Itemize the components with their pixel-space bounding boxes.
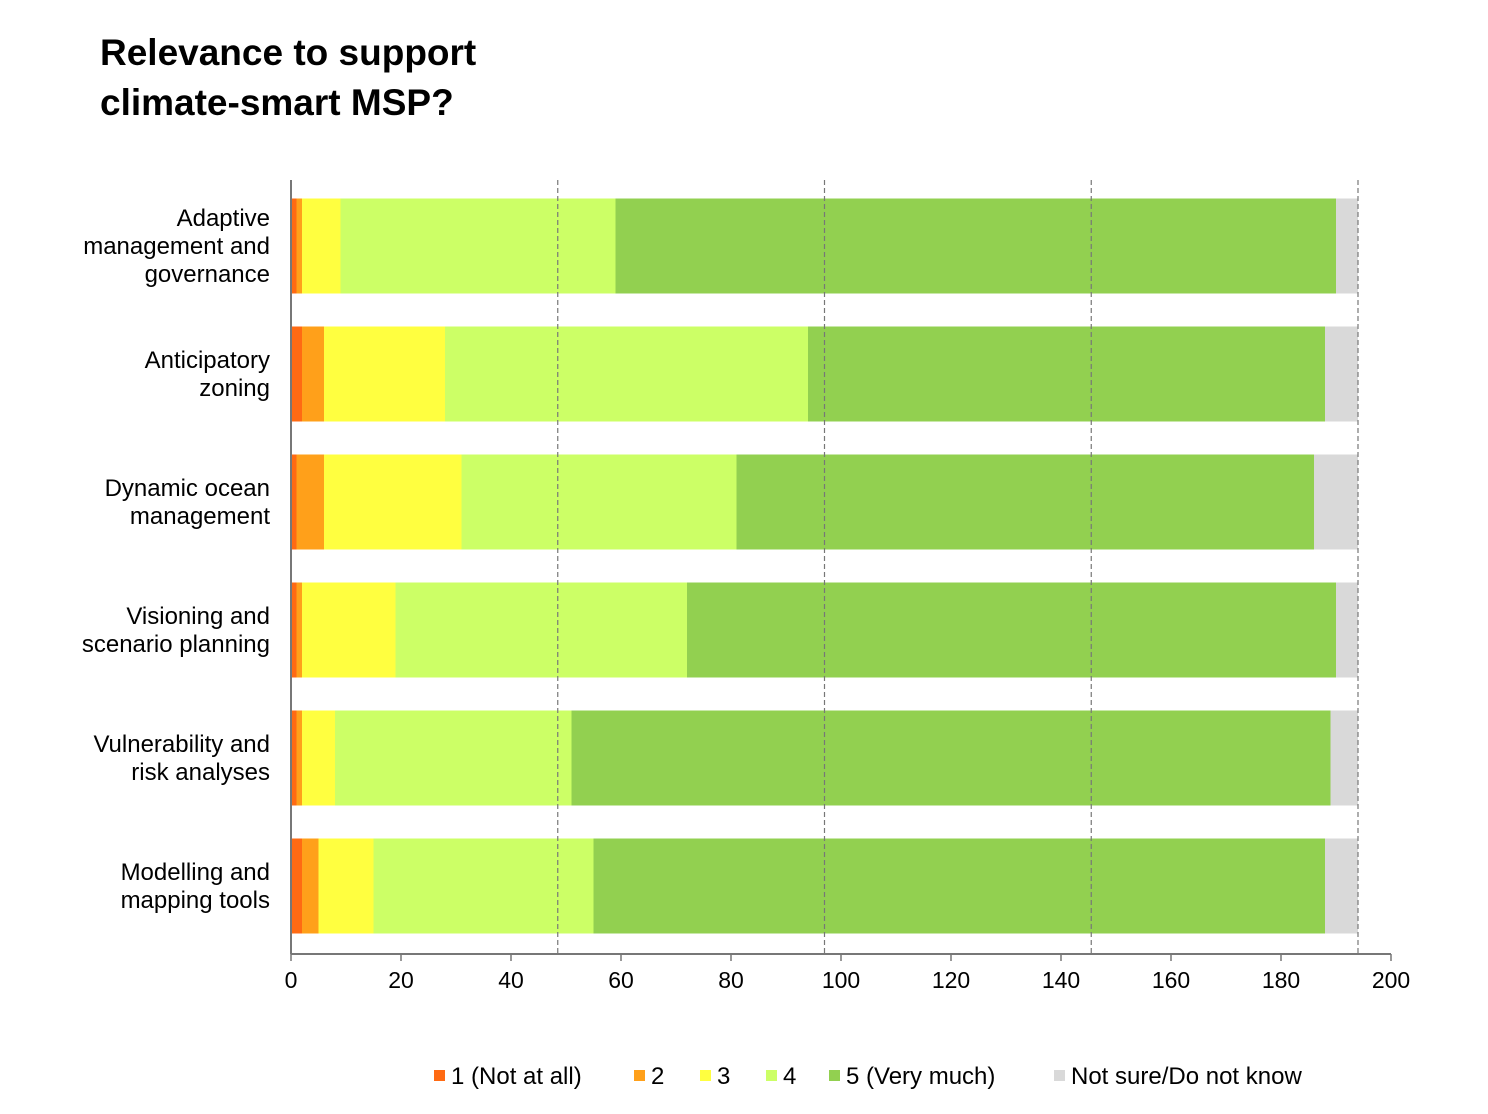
- category-label: Visioning and: [126, 603, 270, 630]
- category-label: risk analyses: [131, 759, 270, 786]
- legend-swatch: [1054, 1070, 1065, 1081]
- bar-segment: [1325, 326, 1358, 422]
- category-label: zoning: [199, 375, 270, 402]
- bar-segment: [1330, 710, 1358, 806]
- bar-segment: [296, 710, 302, 806]
- bar-segment: [302, 838, 319, 934]
- legend-label: 4: [783, 1063, 796, 1090]
- bar-segment: [1336, 198, 1358, 294]
- bar-segment: [296, 582, 302, 678]
- x-tick-label: 80: [718, 967, 744, 993]
- bar-segment: [302, 198, 341, 294]
- bar-segment: [1325, 838, 1358, 934]
- legend-label: Not sure/Do not know: [1071, 1063, 1302, 1090]
- bar-segment: [335, 710, 572, 806]
- bar-segment: [324, 326, 445, 422]
- x-tick-label: 140: [1042, 967, 1080, 993]
- category-label: mapping tools: [121, 887, 270, 914]
- bar-segment: [291, 838, 302, 934]
- bar-segment: [1336, 582, 1358, 678]
- bar-segment: [1314, 454, 1358, 550]
- x-tick-label: 0: [285, 967, 298, 993]
- x-tick-label: 60: [608, 967, 634, 993]
- category-label: Adaptive: [177, 205, 270, 232]
- bar-segment: [291, 582, 297, 678]
- chart-title: Relevance to support climate-smart MSP?: [100, 32, 477, 123]
- bar-segment: [296, 198, 302, 294]
- category-label: Vulnerability and: [93, 731, 270, 758]
- bar-segment: [736, 454, 1314, 550]
- x-tick-label: 100: [822, 967, 860, 993]
- bar-segment: [302, 582, 396, 678]
- bar-segment: [324, 454, 462, 550]
- legend-label: 2: [651, 1063, 664, 1090]
- x-tick-label: 160: [1152, 967, 1190, 993]
- category-label: Modelling and: [121, 859, 270, 886]
- bar-segment: [593, 838, 1325, 934]
- legend-swatch: [829, 1070, 840, 1081]
- category-label: Dynamic ocean: [105, 475, 270, 502]
- x-tick-label: 120: [932, 967, 970, 993]
- category-label: scenario planning: [82, 631, 270, 658]
- legend-label: 1 (Not at all): [451, 1063, 582, 1090]
- bar-segment: [461, 454, 737, 550]
- x-tick-label: 200: [1372, 967, 1410, 993]
- legend-swatch: [634, 1070, 645, 1081]
- legend-label: 5 (Very much): [846, 1063, 995, 1090]
- x-tick-label: 20: [388, 967, 414, 993]
- category-label: governance: [145, 261, 270, 288]
- bar-segment: [291, 710, 297, 806]
- bar-segment: [340, 198, 616, 294]
- bar-segment: [615, 198, 1336, 294]
- bar-segment: [302, 710, 335, 806]
- legend-swatch: [766, 1070, 777, 1081]
- bar-segment: [571, 710, 1331, 806]
- x-tick-label: 180: [1262, 967, 1300, 993]
- bar-segment: [445, 326, 808, 422]
- bar-segment: [296, 454, 324, 550]
- legend-label: 3: [717, 1063, 730, 1090]
- category-label: management: [130, 503, 270, 530]
- legend-swatch: [700, 1070, 711, 1081]
- bar-segment: [291, 326, 302, 422]
- bar-segment: [291, 198, 297, 294]
- legend-swatch: [434, 1070, 445, 1081]
- category-label: management and: [83, 233, 270, 260]
- bar-segment: [808, 326, 1325, 422]
- x-tick-label: 40: [498, 967, 524, 993]
- bar-segment: [373, 838, 594, 934]
- bar-segment: [302, 326, 324, 422]
- bar-segment: [291, 454, 297, 550]
- category-label: Anticipatory: [145, 347, 270, 374]
- bar-segment: [687, 582, 1336, 678]
- bar-segment: [395, 582, 687, 678]
- bar-segment: [318, 838, 374, 934]
